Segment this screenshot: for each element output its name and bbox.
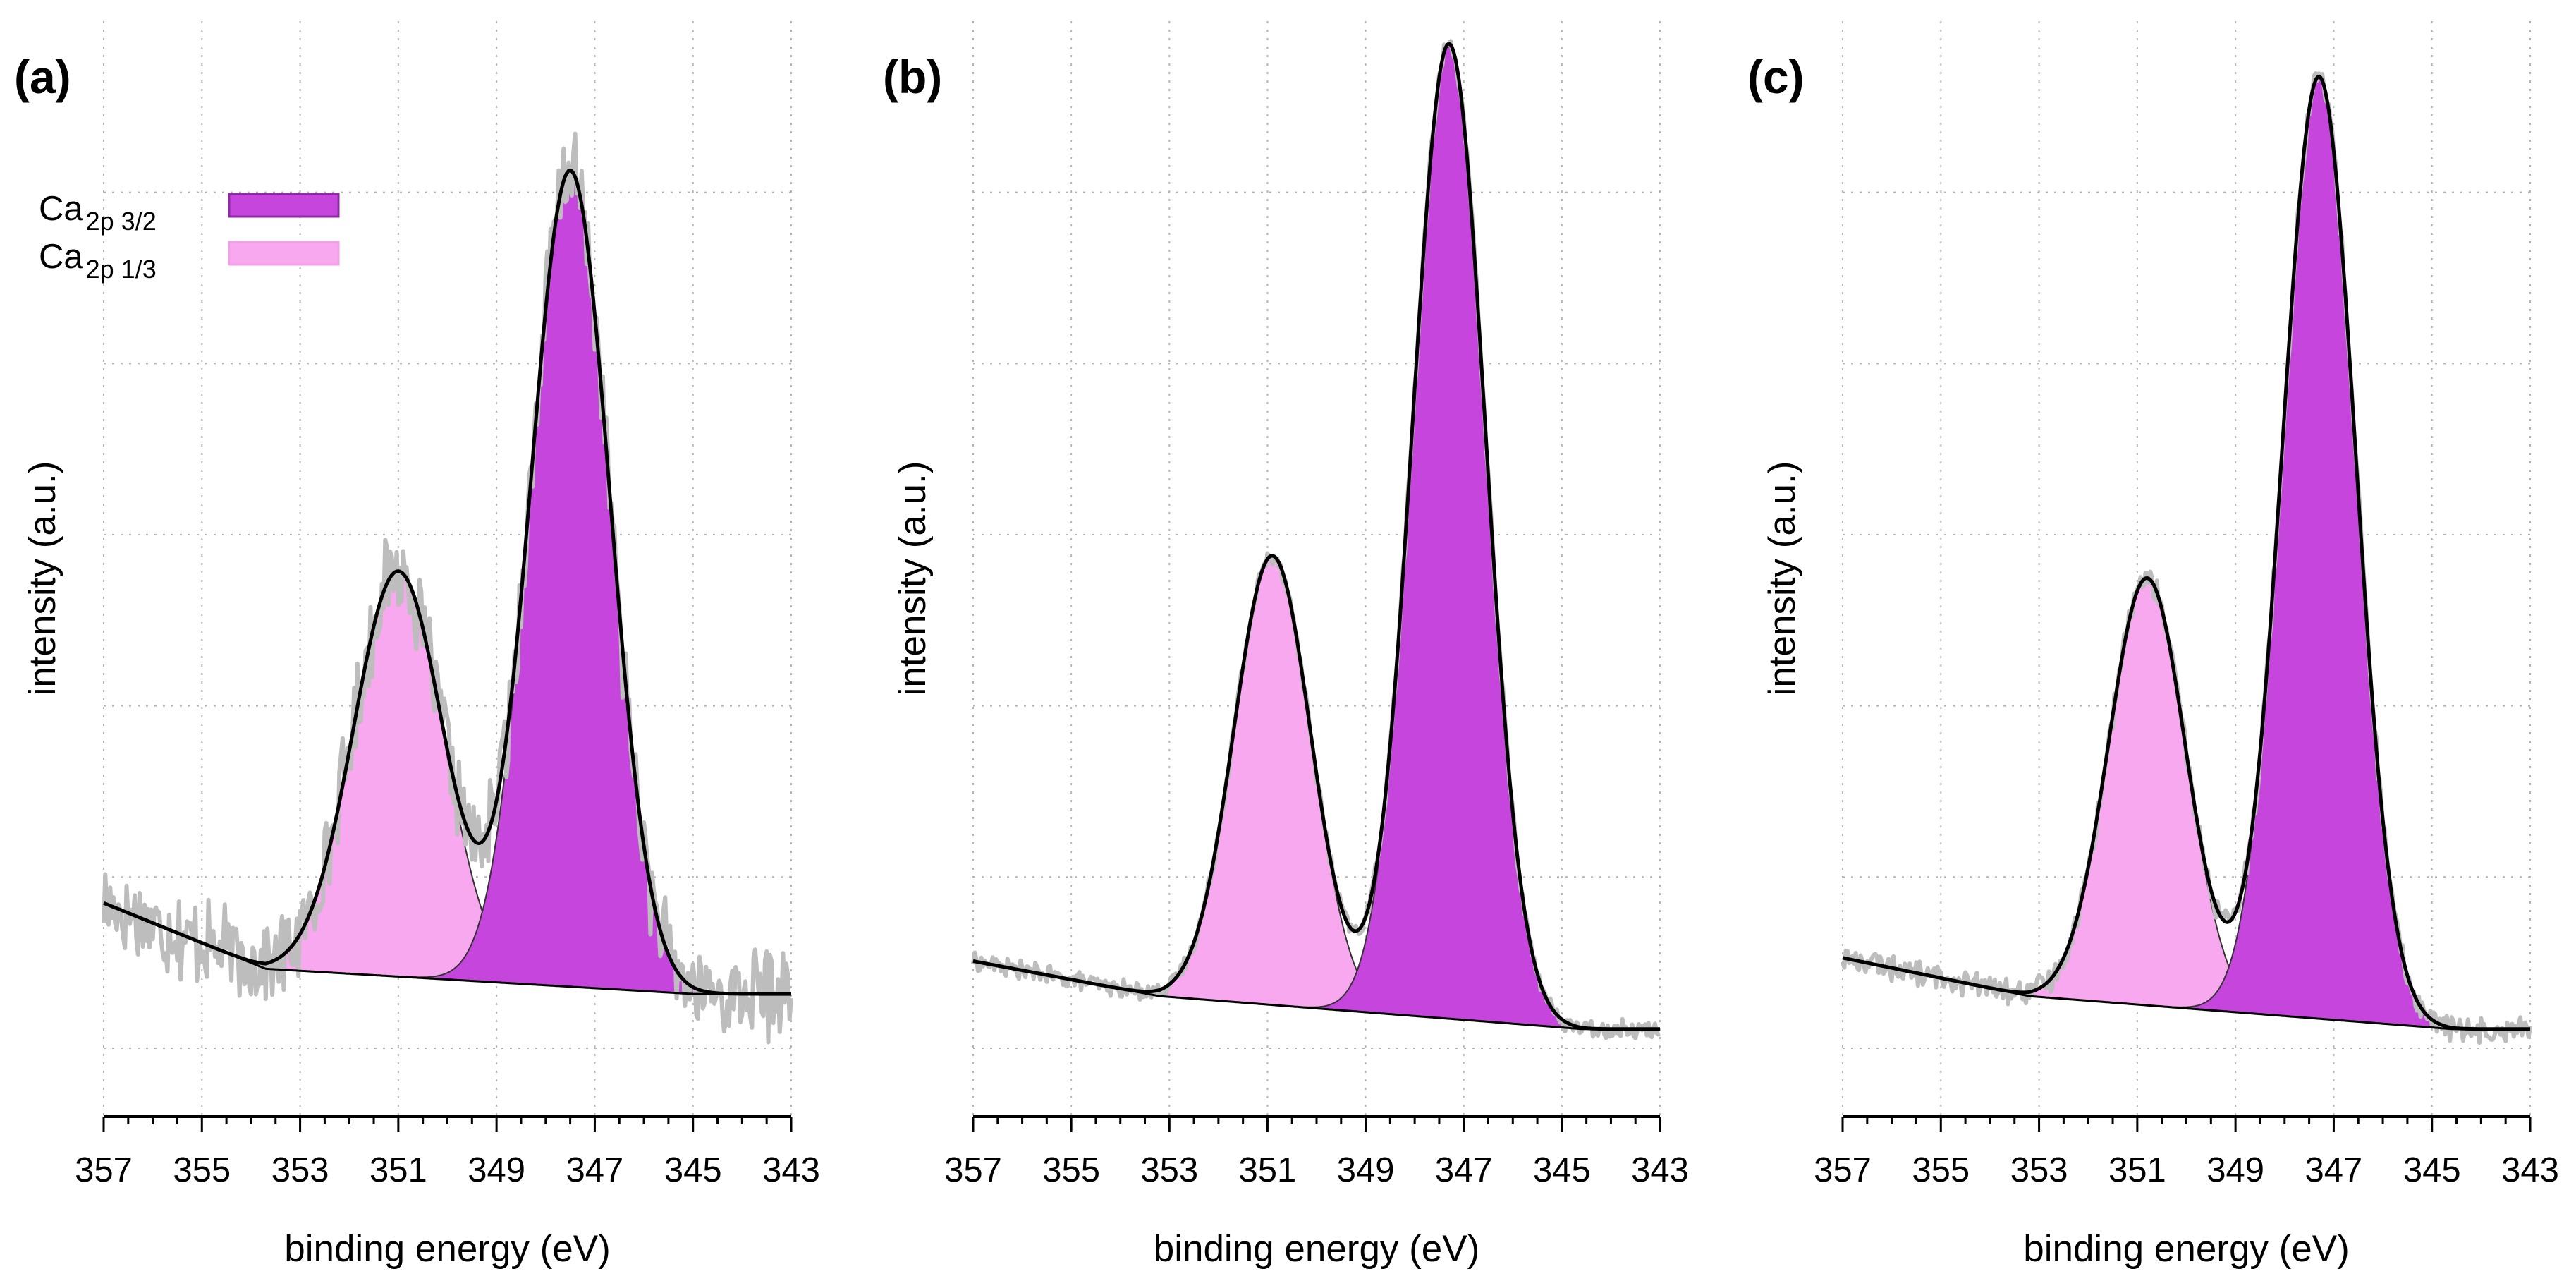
x-tick-label: 357 [944, 1151, 1002, 1189]
x-tick-label: 347 [1435, 1151, 1493, 1189]
x-tick-label: 351 [370, 1151, 427, 1189]
y-axis-title: intensity (a.u.) [22, 461, 63, 696]
legend-item: Ca 2p 1/3 [39, 238, 340, 284]
x-tick-label: 343 [1631, 1151, 1689, 1189]
legend-swatch [228, 193, 340, 218]
panel-b: 357 355 353 351 349 347 345 343 binding energy (… [883, 21, 1689, 1270]
x-tick-label: 355 [1042, 1151, 1100, 1189]
x-tick-label: 355 [1912, 1151, 1970, 1189]
x-tick-label: 345 [1533, 1151, 1591, 1189]
panel-c: 357 355 353 351 349 347 345 343 binding energy (… [1747, 21, 2559, 1270]
x-tick-label: 357 [1814, 1151, 1872, 1189]
x-tick-label: 355 [173, 1151, 231, 1189]
x-tick-label: 349 [2206, 1151, 2264, 1189]
x-tick-label: 343 [762, 1151, 820, 1189]
fit-envelope-line [972, 42, 1661, 1031]
x-tick-label: 353 [271, 1151, 329, 1189]
x-tick-label: 347 [2305, 1151, 2363, 1189]
y-axis-title: intensity (a.u.) [892, 461, 934, 696]
x-tick-label: 349 [1337, 1151, 1395, 1189]
x-tick-label: 351 [1239, 1151, 1297, 1189]
x-tick-label: 347 [566, 1151, 624, 1189]
x-tick-label: 345 [2403, 1151, 2461, 1189]
panel-label: (c) [1747, 51, 1805, 103]
x-axis-title: binding energy (eV) [284, 1228, 611, 1270]
fit-envelope-line [1842, 75, 2531, 1031]
panel-label: (b) [883, 51, 942, 103]
x-tick-label: 353 [2010, 1151, 2068, 1189]
x-tick-label: 351 [2108, 1151, 2166, 1189]
legend-item: Ca 2p 3/2 [39, 190, 340, 236]
x-tick-label: 353 [1140, 1151, 1198, 1189]
panel-a: 357 355 353 351 349 347 345 343 binding energy (… [14, 21, 820, 1270]
legend-label: Ca 2p 1/3 [39, 238, 157, 284]
legend-swatch [228, 241, 340, 266]
legend: Ca 2p 3/2Ca 2p 1/3 [39, 190, 340, 284]
x-tick-label: 345 [664, 1151, 722, 1189]
x-axis-title: binding energy (eV) [2023, 1228, 2350, 1270]
x-tick-label: 357 [75, 1151, 133, 1189]
panel-label: (a) [14, 51, 71, 103]
x-axis-title: binding energy (eV) [1154, 1228, 1480, 1270]
fit-envelope-line [103, 168, 792, 996]
legend-label: Ca 2p 3/2 [39, 190, 157, 236]
x-tick-label: 349 [468, 1151, 525, 1189]
raw-signal-line [102, 131, 793, 1045]
x-tick-label: 343 [2501, 1151, 2559, 1189]
y-axis-title: intensity (a.u.) [1762, 461, 1803, 696]
